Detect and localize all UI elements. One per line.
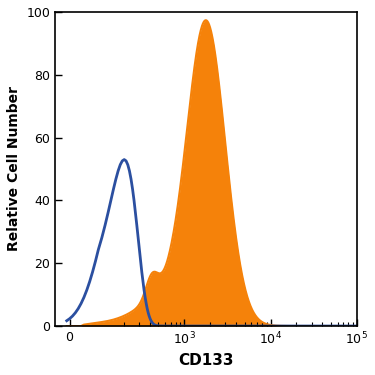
Y-axis label: Relative Cell Number: Relative Cell Number	[7, 87, 21, 252]
X-axis label: CD133: CD133	[178, 353, 234, 368]
